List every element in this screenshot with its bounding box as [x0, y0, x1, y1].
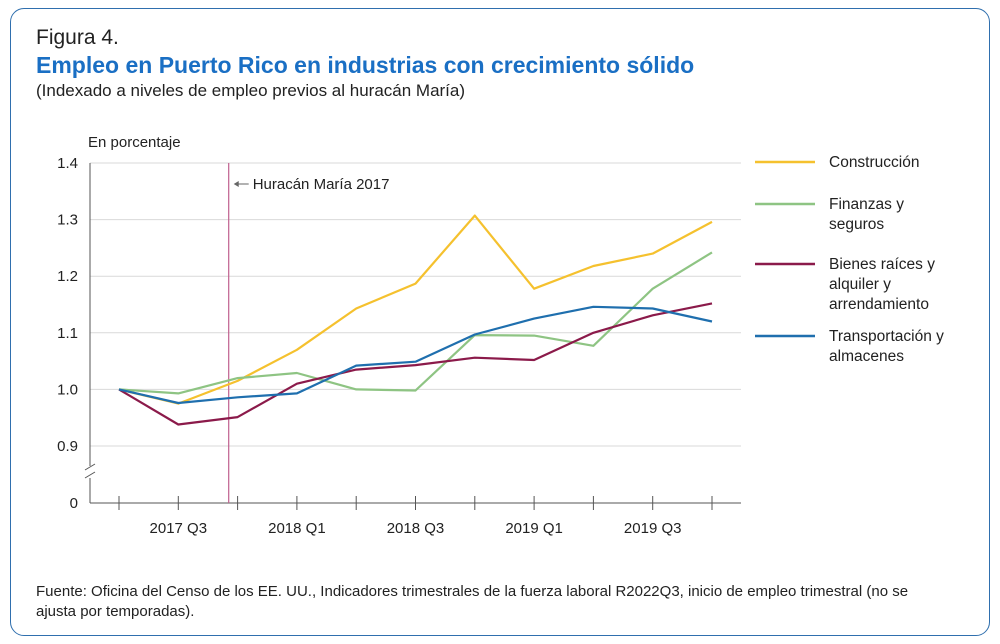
annotation-arrowhead-icon	[233, 181, 239, 187]
figure-frame	[10, 8, 990, 636]
chart-subtitle: (Indexado a niveles de empleo previos al…	[36, 81, 466, 100]
legend-label: Finanzas y	[829, 196, 904, 213]
legend-label: arrendamiento	[829, 296, 929, 313]
series-line	[118, 302, 713, 426]
y-tick-label: 1.3	[57, 212, 78, 229]
x-tick-label: 2017 Q3	[150, 520, 208, 537]
x-tick-label: 2018 Q1	[268, 520, 326, 537]
y-tick-label: 1.2	[57, 268, 78, 285]
series-line	[118, 251, 713, 395]
annotation-label: Huracán María 2017	[253, 176, 390, 193]
x-tick-label: 2019 Q3	[624, 520, 682, 537]
legend-label: Construcción	[829, 154, 919, 171]
series-line	[118, 214, 713, 405]
y-tick-label: 0.9	[57, 438, 78, 455]
y-tick-label: 1.0	[57, 381, 78, 398]
x-tick-label: 2018 Q3	[387, 520, 445, 537]
source-note: Fuente: Oficina del Censo de los EE. UU.…	[36, 583, 909, 620]
y-axis-label: En porcentaje	[88, 134, 181, 151]
legend-label: seguros	[829, 216, 884, 233]
chart-title: Empleo en Puerto Rico en industrias con …	[36, 52, 695, 78]
legend-label: alquiler y	[829, 276, 891, 293]
legend-label: Bienes raíces y	[829, 256, 935, 273]
x-tick-label: 2019 Q1	[505, 520, 563, 537]
axis-break-icon	[84, 463, 96, 479]
y-tick-label: 1.1	[57, 325, 78, 342]
figure-label: Figura 4.	[36, 26, 119, 49]
series-line	[118, 305, 713, 405]
y-tick-label: 1.4	[57, 155, 78, 172]
legend-label: Transportación y	[829, 328, 944, 345]
y-tick-label: 0	[70, 495, 78, 512]
legend-label: almacenes	[829, 348, 904, 365]
